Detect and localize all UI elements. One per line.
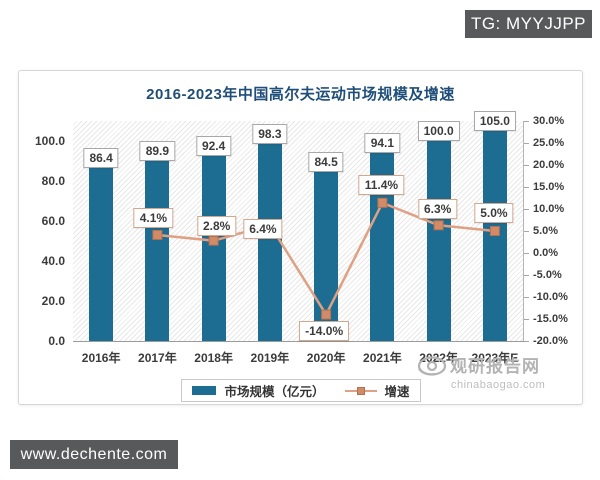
right-axis-tick xyxy=(523,319,529,320)
right-axis-tick-label: 15.0% xyxy=(533,181,565,193)
legend: 市场规模（亿元） 增速 xyxy=(181,379,421,402)
growth-line xyxy=(152,197,500,320)
growth-marker xyxy=(433,220,444,231)
right-axis-tick-label: 10.0% xyxy=(533,203,565,215)
bar-value-label: 89.9 xyxy=(139,141,176,162)
bar-2019年 xyxy=(257,144,282,341)
growth-marker xyxy=(152,229,163,240)
x-axis-tick-label: 2021年 xyxy=(363,351,402,365)
x-axis-tick-label: 2016年 xyxy=(81,351,121,365)
right-axis-tick xyxy=(523,121,529,122)
growth-marker xyxy=(321,309,332,320)
bar-2017年 xyxy=(145,161,170,341)
right-axis-tick-label: 20.0% xyxy=(533,159,565,171)
left-axis-tick-label: 60.0 xyxy=(41,214,65,228)
legend-label-growth: 增速 xyxy=(384,385,410,399)
bar-value-label: 105.0 xyxy=(473,111,516,131)
site-badge: www.dechente.com xyxy=(10,440,178,469)
watermark-eye-icon xyxy=(417,356,447,376)
tg-badge: TG: MYYJJPP xyxy=(465,10,592,38)
right-axis-tick-label: 5.0% xyxy=(533,225,559,237)
growth-marker xyxy=(489,226,500,236)
growth-marker xyxy=(208,235,219,246)
bar-series-swatch xyxy=(192,386,217,395)
x-axis-line xyxy=(73,341,525,342)
left-axis-tick-label: 20.0 xyxy=(41,294,65,308)
left-axis-tick-label: 40.0 xyxy=(41,254,65,268)
chart-card: 2016-2023年中国高尔夫运动市场规模及增速 100.0 80.0 60.0 40… xyxy=(18,70,583,405)
growth-marker xyxy=(377,197,388,208)
bar-value-label: 86.4 xyxy=(83,148,119,169)
bar-2016年 xyxy=(89,168,114,341)
x-axis-tick-label: 2018年 xyxy=(194,351,233,365)
x-axis-tick-label: 2023年E xyxy=(471,351,519,365)
bar-2018年 xyxy=(201,156,226,341)
right-axis-tick xyxy=(523,297,529,298)
left-axis-tick-label: 0.0 xyxy=(48,334,65,348)
bar-value-label: 92.4 xyxy=(195,136,232,157)
right-axis-tick xyxy=(523,187,529,188)
watermark-name: 观研报告网 xyxy=(450,356,540,376)
right-axis-tick-label: 30.0% xyxy=(533,115,565,127)
right-axis-tick xyxy=(523,209,529,210)
left-axis-tick-label: 80.0 xyxy=(41,174,65,188)
growth-value-label: 6.4% xyxy=(243,218,283,239)
right-axis-tick-label: -5.0% xyxy=(533,269,562,281)
chart-title: 2016-2023年中国高尔夫运动市场规模及增速 xyxy=(146,86,455,103)
bar-value-label: 94.1 xyxy=(364,132,401,153)
x-axis-tick-label: 2020年 xyxy=(306,351,346,365)
bar-value-label: 100.0 xyxy=(417,121,460,141)
bar-value-label: 98.3 xyxy=(252,124,288,145)
right-axis-tick xyxy=(523,165,529,166)
right-axis-tick xyxy=(523,231,529,232)
line-series-swatch xyxy=(344,386,377,396)
bar-value-label: 84.5 xyxy=(308,152,344,172)
growth-value-label: 11.4% xyxy=(358,174,405,195)
growth-value-label: 4.1% xyxy=(133,207,174,228)
right-axis-tick xyxy=(523,253,529,254)
right-axis-tick xyxy=(523,275,529,276)
right-axis-tick-label: -10.0% xyxy=(533,291,568,303)
x-axis-tick-label: 2019年 xyxy=(250,351,290,365)
growth-value-label: 2.8% xyxy=(196,215,237,236)
growth-value-label: 5.0% xyxy=(474,203,514,223)
right-axis-line xyxy=(523,121,524,341)
growth-value-label: 6.3% xyxy=(417,199,458,220)
right-axis-tick-label: -20.0% xyxy=(533,335,568,347)
left-axis-tick-label: 100.0 xyxy=(34,134,65,148)
watermark: 观研报告网 chinabaogao.com xyxy=(417,355,567,391)
right-axis-tick-label: 0.0% xyxy=(533,247,559,259)
x-axis-tick-label: 2017年 xyxy=(138,351,177,365)
right-axis-tick xyxy=(523,143,529,144)
growth-value-label: -14.0% xyxy=(299,320,350,341)
bar-2022年 xyxy=(426,141,451,341)
right-axis-tick-label: 25.0% xyxy=(533,137,565,149)
right-axis-tick-label: -15.0% xyxy=(533,313,568,325)
legend-label-market-size: 市场规模（亿元） xyxy=(224,385,325,399)
right-axis-tick xyxy=(523,341,529,342)
watermark-domain: chinabaogao.com xyxy=(451,379,546,391)
